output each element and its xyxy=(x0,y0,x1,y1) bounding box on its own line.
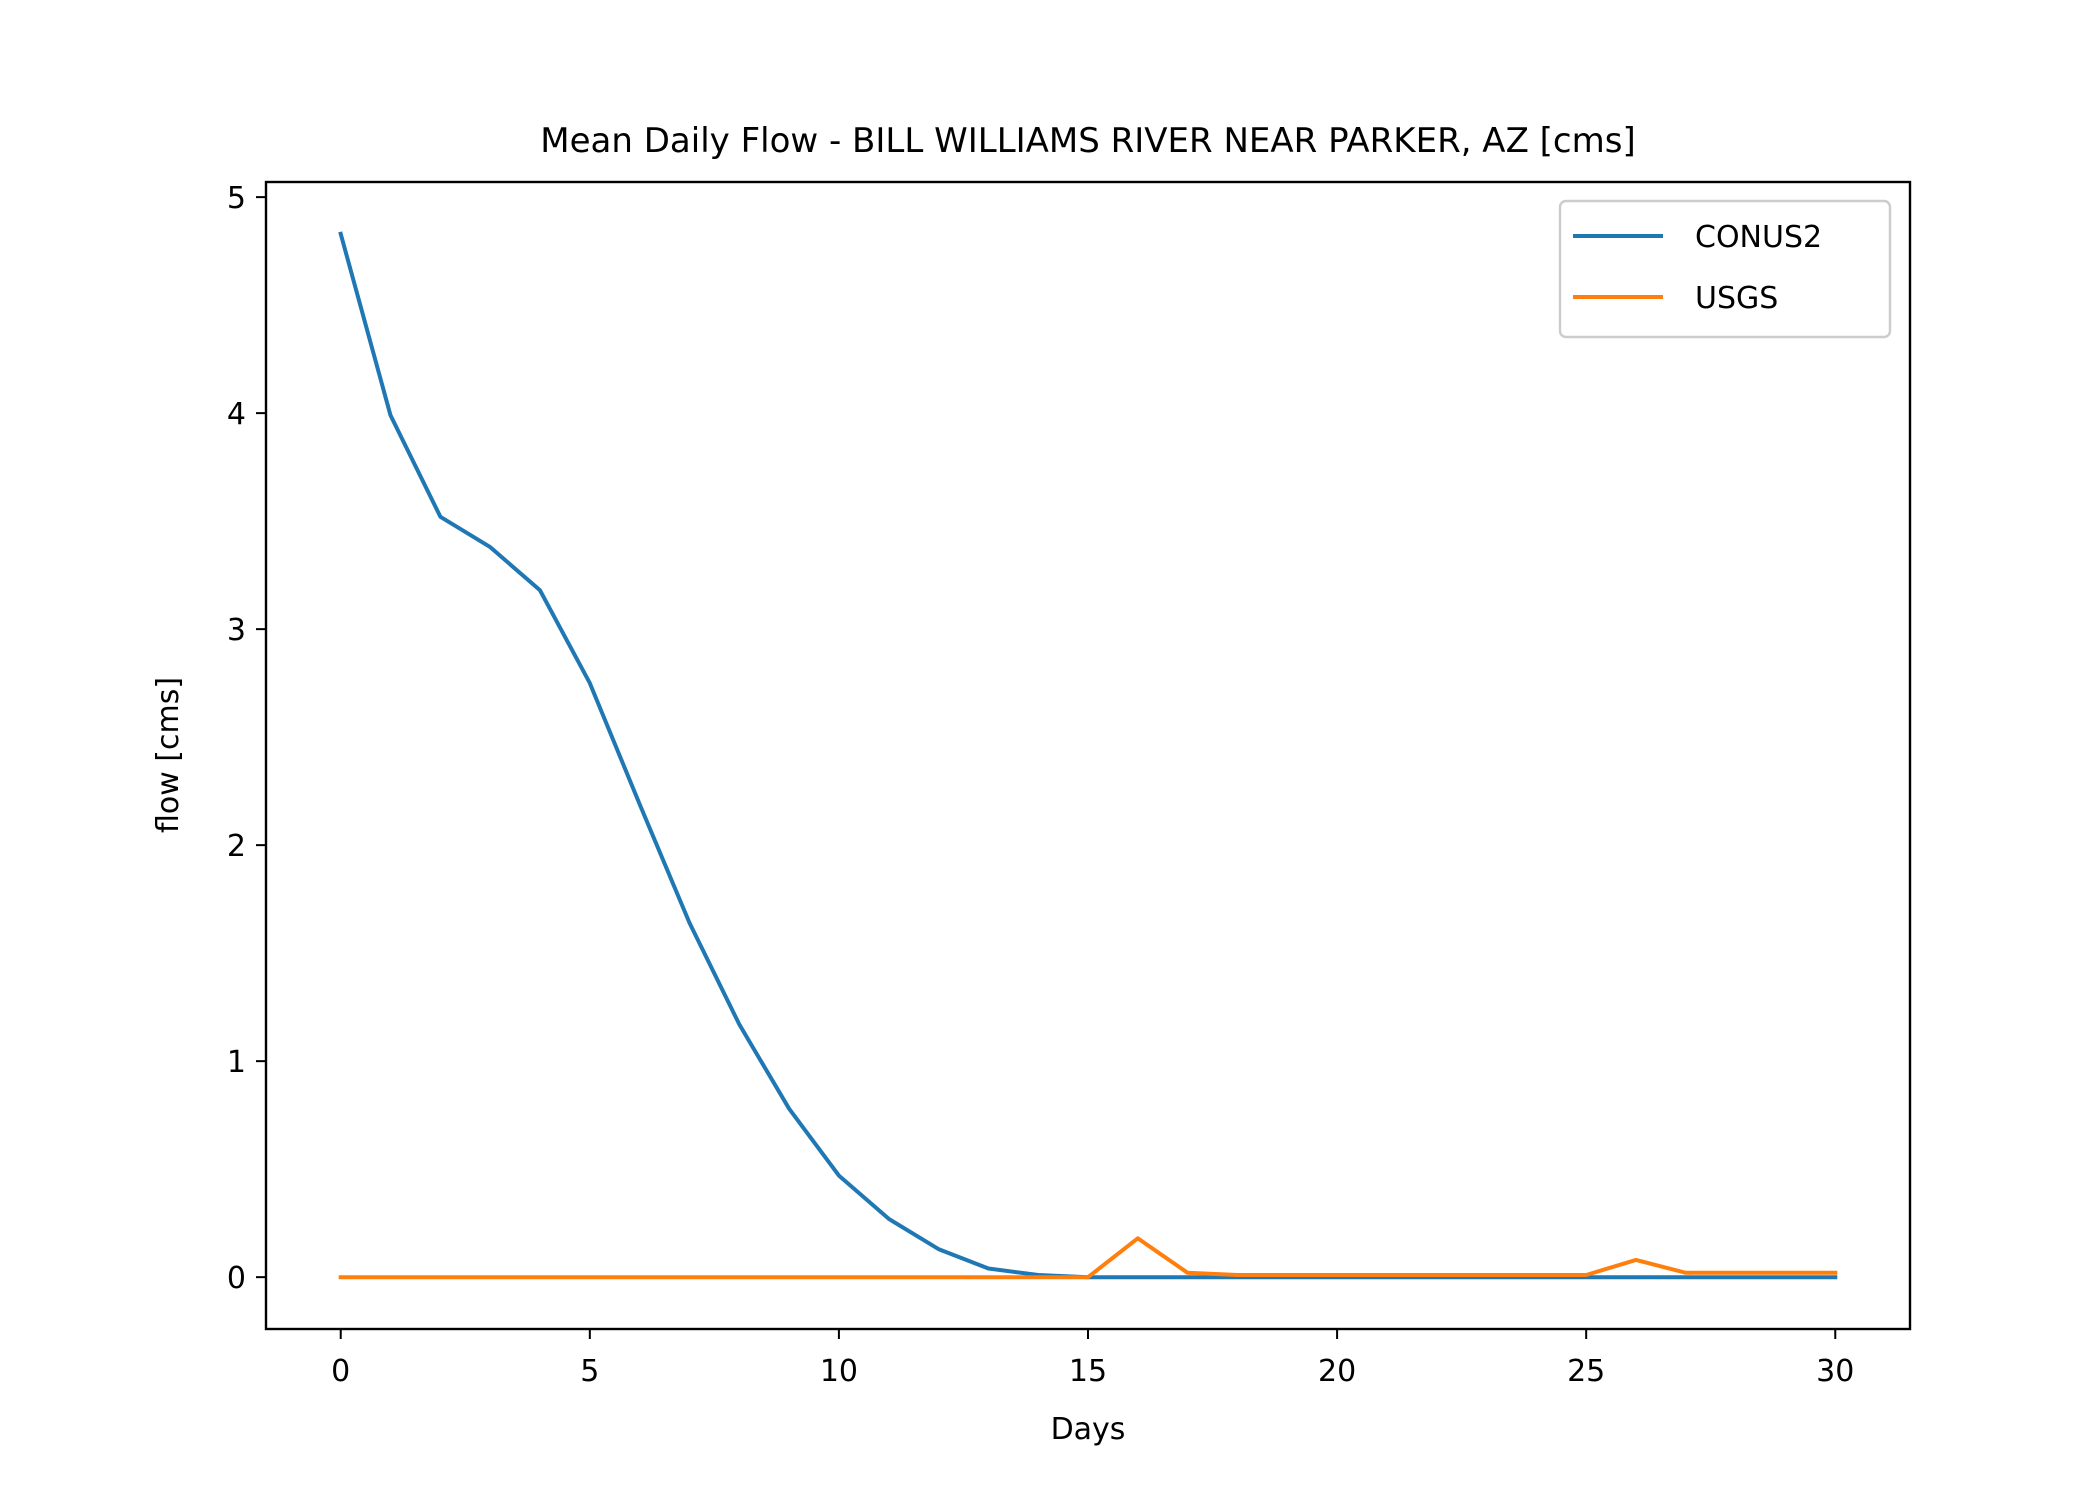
legend: CONUS2 USGS xyxy=(1558,199,1892,339)
y-axis-label: flow [cms] xyxy=(151,677,186,833)
y-tick-label: 2 xyxy=(227,829,246,864)
x-axis-ticks: 0 5 10 15 20 25 30 xyxy=(331,1329,1854,1389)
y-axis-ticks: 0 1 2 3 4 5 xyxy=(227,181,266,1296)
series-line-usgs xyxy=(338,1236,1838,1280)
x-tick-label: 5 xyxy=(580,1354,599,1389)
chart-title: Mean Daily Flow - BILL WILLIAMS RIVER NE… xyxy=(540,121,1635,161)
y-tick-label: 4 xyxy=(227,397,246,432)
legend-label-conus2: CONUS2 xyxy=(1695,220,1822,255)
legend-entries: CONUS2 USGS xyxy=(1573,220,1822,316)
x-tick-label: 15 xyxy=(1069,1354,1107,1389)
y-tick-label: 0 xyxy=(227,1261,246,1296)
series-layer xyxy=(338,231,1838,1280)
x-tick-label: 20 xyxy=(1318,1354,1356,1389)
legend-label-usgs: USGS xyxy=(1695,281,1778,316)
y-tick-label: 1 xyxy=(227,1045,246,1080)
x-tick-label: 30 xyxy=(1816,1354,1854,1389)
x-tick-label: 0 xyxy=(331,1354,350,1389)
x-tick-label: 10 xyxy=(820,1354,858,1389)
x-axis-label: Days xyxy=(1051,1412,1126,1447)
x-tick-label: 25 xyxy=(1567,1354,1605,1389)
y-tick-label: 3 xyxy=(227,613,246,648)
y-tick-label: 5 xyxy=(227,181,246,216)
